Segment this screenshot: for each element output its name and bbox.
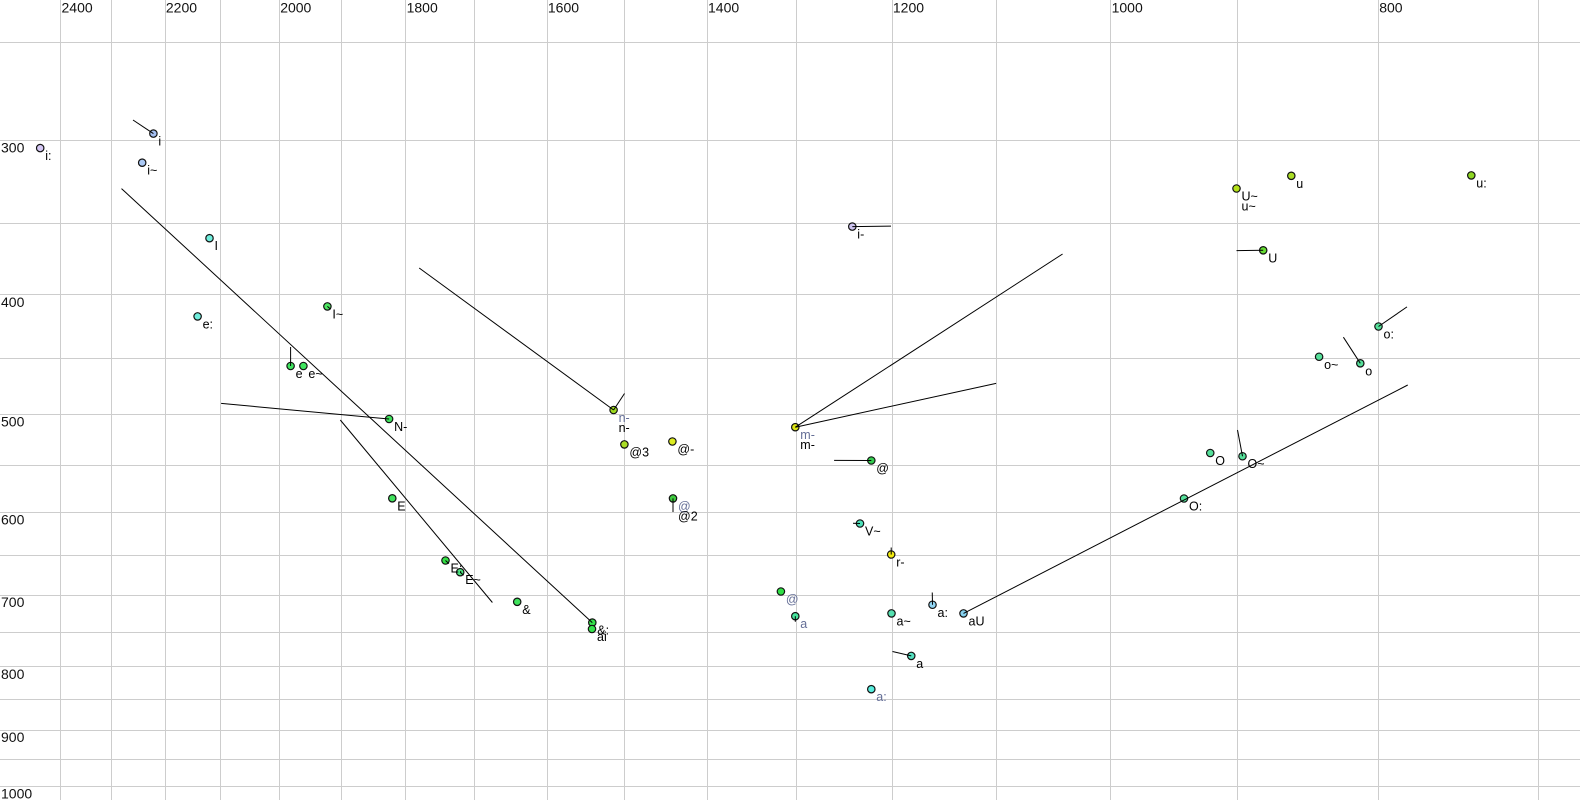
svg-text:2200: 2200 xyxy=(166,0,197,16)
svg-text:n-: n- xyxy=(619,421,630,435)
svg-text:u~: u~ xyxy=(1242,200,1256,214)
svg-text:m-: m- xyxy=(800,438,815,452)
svg-text:aU: aU xyxy=(969,614,985,628)
svg-text:i-: i- xyxy=(857,228,864,242)
svg-text:&: & xyxy=(522,603,531,617)
svg-text:1200: 1200 xyxy=(893,0,924,16)
svg-text:a:: a: xyxy=(938,606,948,620)
svg-text:400: 400 xyxy=(1,294,25,310)
svg-text:O: O xyxy=(1215,454,1225,468)
svg-text:E~: E~ xyxy=(465,573,481,587)
svg-text:U~: U~ xyxy=(1242,190,1258,204)
svg-text:U: U xyxy=(1268,251,1277,265)
svg-text:e: e xyxy=(296,367,303,381)
svg-text:a~: a~ xyxy=(897,614,911,628)
svg-text:n-: n- xyxy=(619,411,630,425)
svg-text:O:: O: xyxy=(1189,500,1202,514)
svg-text:V~: V~ xyxy=(865,525,881,539)
svg-text:u: u xyxy=(1296,177,1303,191)
svg-text:700: 700 xyxy=(1,594,25,610)
svg-text:&:: &: xyxy=(597,624,609,638)
svg-text:@: @ xyxy=(786,593,799,607)
svg-text:a:: a: xyxy=(876,690,886,704)
svg-text:i: i xyxy=(158,135,161,149)
svg-text:@: @ xyxy=(876,462,889,476)
svg-text:i~: i~ xyxy=(147,164,157,178)
svg-text:2000: 2000 xyxy=(280,0,311,16)
svg-text:o~: o~ xyxy=(1324,358,1338,372)
svg-text:E: E xyxy=(397,499,405,513)
svg-text:@3: @3 xyxy=(629,445,649,459)
svg-text:2400: 2400 xyxy=(62,0,93,16)
svg-text:1400: 1400 xyxy=(708,0,739,16)
svg-text:e~: e~ xyxy=(308,367,322,381)
svg-text:@2: @2 xyxy=(678,509,698,523)
svg-text:o:: o: xyxy=(1384,328,1394,342)
svg-text:800: 800 xyxy=(1379,0,1403,16)
svg-text:N-: N- xyxy=(394,420,407,434)
svg-text:600: 600 xyxy=(1,511,25,527)
svg-text:a: a xyxy=(916,657,923,671)
svg-text:m-: m- xyxy=(800,428,815,442)
svg-text:300: 300 xyxy=(1,139,25,155)
svg-text:@-: @- xyxy=(677,443,694,457)
svg-text:u:: u: xyxy=(1476,176,1486,190)
svg-text:a: a xyxy=(800,617,807,631)
svg-text:800: 800 xyxy=(1,666,25,682)
svg-text:o: o xyxy=(1365,364,1372,378)
svg-text:1000: 1000 xyxy=(1112,0,1143,16)
svg-text:1800: 1800 xyxy=(407,0,438,16)
svg-text:ai: ai xyxy=(597,630,607,644)
svg-text:500: 500 xyxy=(1,414,25,430)
svg-text:e:: e: xyxy=(203,317,213,331)
svg-text:O~: O~ xyxy=(1248,457,1265,471)
svg-text:I~: I~ xyxy=(332,307,343,321)
svg-text:i:: i: xyxy=(45,149,51,163)
svg-text:900: 900 xyxy=(1,729,25,745)
svg-text:I: I xyxy=(215,239,218,253)
svg-text:r-: r- xyxy=(896,556,904,570)
svg-text:1600: 1600 xyxy=(548,0,579,16)
svg-text:E:: E: xyxy=(451,562,463,576)
svg-text:1000: 1000 xyxy=(1,786,32,800)
svg-text:@: @ xyxy=(678,499,691,513)
